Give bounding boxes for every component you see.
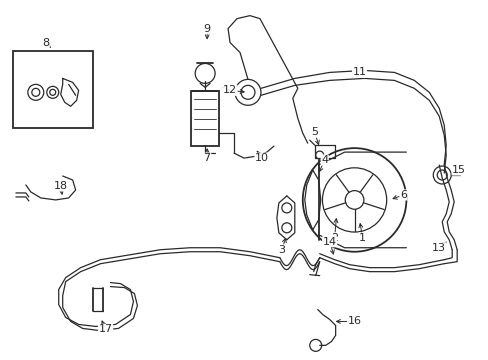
Text: 12: 12	[223, 85, 237, 95]
Bar	[13, 50, 92, 128]
Text: 8: 8	[42, 37, 49, 48]
Text: 13: 13	[431, 243, 446, 253]
Text: 2: 2	[330, 233, 338, 243]
Text: 3: 3	[278, 245, 285, 255]
Text: 11: 11	[352, 67, 366, 77]
Text: 7: 7	[203, 153, 210, 163]
Text: 18: 18	[54, 181, 68, 191]
Text: 14: 14	[322, 237, 336, 247]
Text: 4: 4	[321, 155, 327, 165]
Text: 16: 16	[347, 316, 361, 327]
Text: 9: 9	[203, 24, 210, 33]
Bar	[191, 91, 219, 146]
Text: 1: 1	[358, 233, 366, 243]
Text: 17: 17	[98, 324, 112, 334]
Text: 6: 6	[399, 190, 406, 200]
Text: 10: 10	[254, 153, 268, 163]
Text: 15: 15	[451, 165, 465, 175]
Text: 5: 5	[310, 127, 318, 137]
